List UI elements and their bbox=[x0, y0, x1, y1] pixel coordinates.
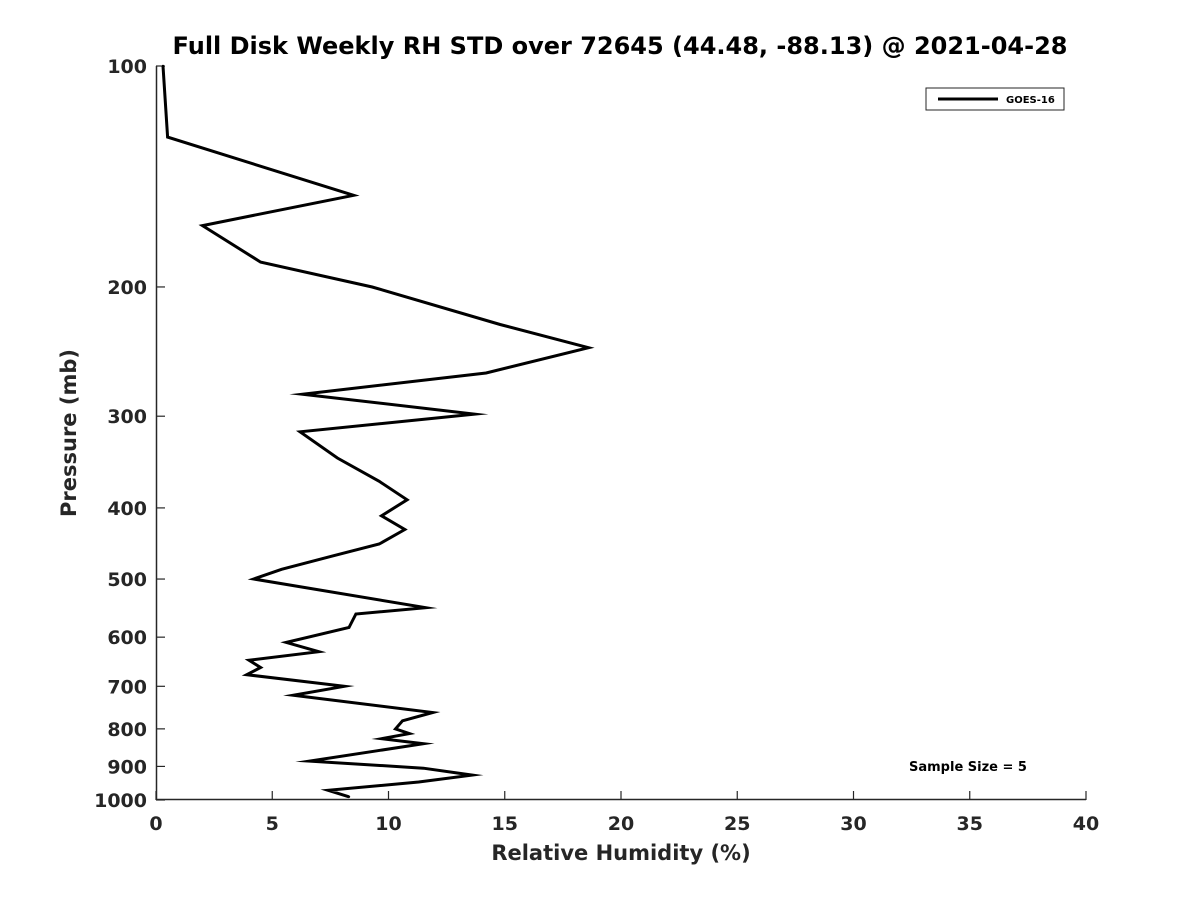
data-point bbox=[371, 285, 374, 289]
data-point bbox=[405, 498, 409, 501]
data-point bbox=[292, 694, 295, 697]
data-point bbox=[259, 666, 262, 669]
x-axis-ticks: 0 5 10 15 20 25 30 35 40 bbox=[149, 791, 1099, 835]
data-point bbox=[403, 528, 406, 531]
data-point bbox=[431, 711, 434, 714]
x-axis-label: Relative Humidity (%) bbox=[491, 841, 750, 865]
plot-area: 0 5 10 15 20 25 30 35 40 100 200 300 400 500 600 700 80… bbox=[94, 56, 1099, 835]
x-tick-label: 20 bbox=[608, 813, 634, 835]
y-tick-label: 600 bbox=[107, 627, 147, 649]
data-point bbox=[252, 577, 255, 581]
data-point bbox=[161, 64, 165, 68]
y-tick-label: 1000 bbox=[94, 790, 147, 812]
data-point bbox=[484, 371, 488, 375]
y-tick-label: 300 bbox=[107, 406, 147, 428]
y-tick-label: 200 bbox=[107, 277, 147, 299]
legend-label: GOES-16 bbox=[1006, 95, 1055, 106]
x-tick-label: 40 bbox=[1073, 813, 1099, 835]
x-tick-label: 30 bbox=[840, 813, 866, 835]
data-point bbox=[331, 554, 334, 558]
x-tick-label: 10 bbox=[375, 813, 401, 835]
y-axis-ticks: 100 200 300 400 500 600 700 800 900 1000 bbox=[94, 56, 165, 812]
legend: GOES-16 bbox=[925, 87, 1065, 111]
data-point bbox=[401, 719, 404, 722]
data-point bbox=[394, 727, 397, 731]
y-tick-label: 500 bbox=[107, 569, 147, 591]
x-tick-label: 0 bbox=[149, 813, 162, 835]
data-point bbox=[347, 626, 351, 629]
data-point bbox=[308, 759, 311, 763]
x-tick-label: 35 bbox=[957, 813, 983, 835]
data-point bbox=[473, 412, 476, 416]
data-point bbox=[259, 260, 262, 264]
x-tick-label: 25 bbox=[724, 813, 750, 835]
data-point bbox=[422, 767, 425, 770]
y-tick-label: 900 bbox=[107, 756, 147, 778]
data-point bbox=[408, 732, 411, 735]
series-line-0 bbox=[161, 65, 595, 799]
data-point bbox=[424, 606, 427, 609]
data-point bbox=[352, 194, 355, 197]
x-tick-label: 5 bbox=[266, 813, 279, 835]
data-point bbox=[417, 780, 420, 784]
data-point bbox=[498, 323, 502, 326]
data-point bbox=[285, 641, 288, 644]
data-point bbox=[298, 430, 302, 433]
data-point bbox=[245, 673, 248, 676]
data-point bbox=[378, 480, 381, 483]
data-point bbox=[336, 456, 339, 460]
y-axis-label: Pressure (mb) bbox=[57, 349, 81, 517]
y-tick-label: 100 bbox=[107, 56, 147, 78]
chart-title: Full Disk Weekly RH STD over 72645 (44.4… bbox=[173, 32, 1068, 60]
data-point bbox=[380, 737, 383, 740]
data-point bbox=[317, 650, 320, 653]
data-point bbox=[326, 789, 330, 792]
data-point bbox=[354, 612, 358, 616]
sample-size-annotation: Sample Size = 5 bbox=[909, 760, 1027, 775]
x-tick-label: 15 bbox=[492, 813, 518, 835]
data-point bbox=[166, 135, 169, 139]
data-point bbox=[201, 224, 204, 227]
data-point bbox=[378, 542, 381, 546]
data-point bbox=[247, 659, 251, 662]
data-point bbox=[471, 773, 474, 777]
data-point bbox=[380, 514, 383, 517]
data-point bbox=[422, 742, 425, 745]
data-point bbox=[587, 346, 590, 349]
y-tick-label: 700 bbox=[107, 676, 147, 698]
data-point bbox=[347, 795, 351, 798]
series-group bbox=[161, 64, 595, 799]
data-point bbox=[301, 393, 304, 396]
data-point bbox=[280, 568, 283, 571]
data-point bbox=[375, 749, 379, 752]
y-tick-label: 400 bbox=[107, 498, 147, 520]
y-tick-label: 800 bbox=[107, 719, 147, 741]
data-point bbox=[343, 685, 346, 688]
